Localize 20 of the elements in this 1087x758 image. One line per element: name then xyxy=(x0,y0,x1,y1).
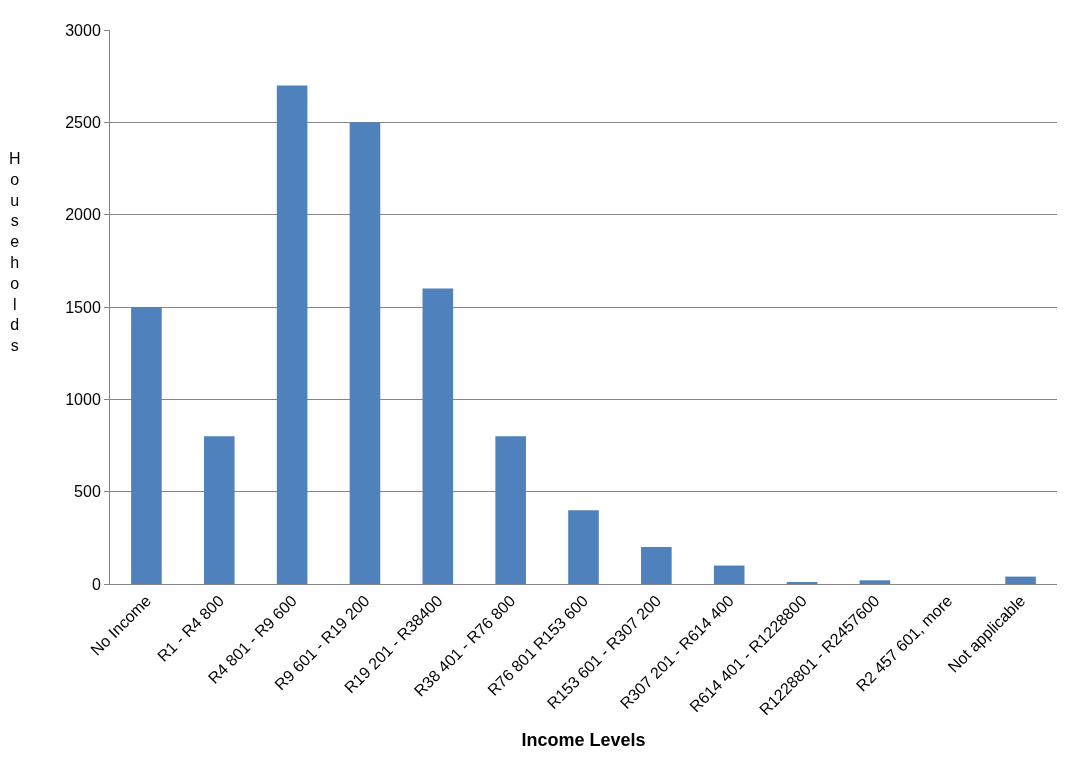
y-tick-label: 500 xyxy=(74,483,101,501)
bar xyxy=(422,288,454,584)
bar xyxy=(495,436,526,584)
bar xyxy=(641,547,672,584)
text: Households xyxy=(9,150,21,355)
y-tick-label: 1000 xyxy=(65,390,101,408)
bar xyxy=(713,565,745,584)
bar xyxy=(349,122,381,584)
bar xyxy=(203,436,235,584)
y-tick-label: 1500 xyxy=(65,298,101,316)
y-tick-label: 2500 xyxy=(65,113,101,131)
bar xyxy=(276,85,308,584)
y-tick-label: 3000 xyxy=(65,21,101,39)
bar xyxy=(859,580,891,584)
bar xyxy=(131,307,162,584)
x-axis-title: Income Levels xyxy=(521,729,646,750)
bar xyxy=(568,510,599,584)
bar xyxy=(1005,576,1036,584)
y-tick-label: 0 xyxy=(91,575,101,593)
y-tick-label: 2000 xyxy=(65,206,101,224)
